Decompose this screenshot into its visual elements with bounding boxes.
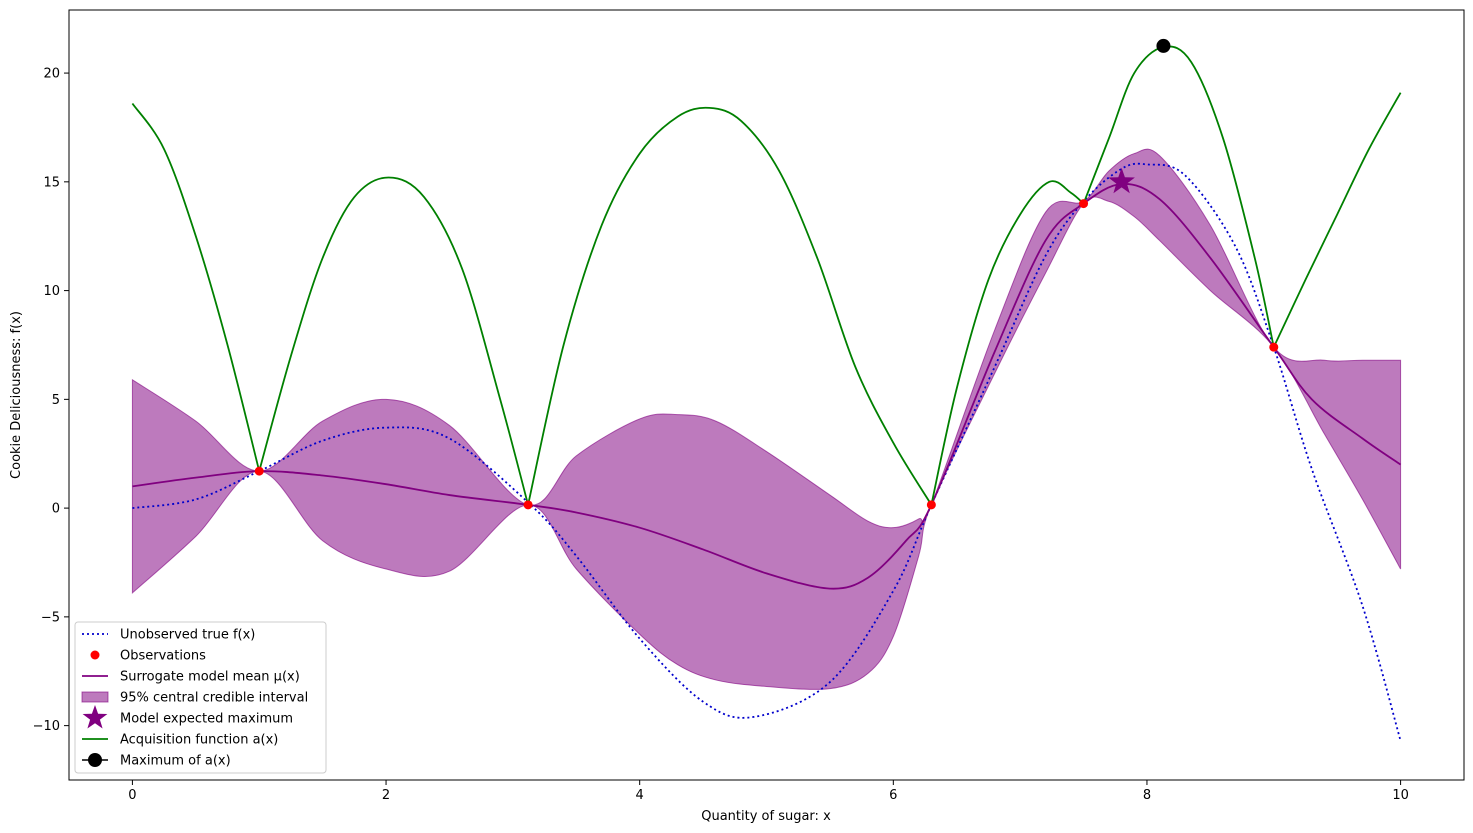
x-tick-label: 10 xyxy=(1392,788,1409,803)
expected-maximum-star xyxy=(1108,167,1135,194)
y-tick-label: −10 xyxy=(33,719,60,734)
x-tick-label: 2 xyxy=(382,788,390,803)
observation-point xyxy=(523,500,533,510)
legend: Unobserved true f(x) Observations Surrogat… xyxy=(74,621,327,774)
credible-interval-band xyxy=(131,148,1402,690)
legend-swatch xyxy=(82,705,108,729)
y-tick-label: 15 xyxy=(43,175,60,190)
y-tick-label: 0 xyxy=(52,502,60,517)
legend-label: Unobserved true f(x) xyxy=(120,628,255,643)
legend-entry-true-f: Unobserved true f(x) xyxy=(82,628,255,643)
x-tick-label: 0 xyxy=(128,788,136,803)
observation-point xyxy=(254,466,264,476)
legend-label: Surrogate model mean μ(x) xyxy=(120,670,300,685)
legend-label: Acquisition function a(x) xyxy=(120,733,278,748)
observation-point xyxy=(1079,199,1089,209)
legend-entry-observations: Observations xyxy=(90,649,206,664)
legend-entry-expected-max: Model expected maximum xyxy=(82,705,293,729)
y-tick-label: −5 xyxy=(41,610,60,625)
legend-entry-interval: 95% central credible interval xyxy=(81,691,308,706)
acquisition-line xyxy=(131,45,1402,506)
y-tick-label: 10 xyxy=(43,284,60,299)
legend-swatch xyxy=(88,753,102,767)
plot-frame xyxy=(68,9,1465,781)
true-function-line xyxy=(132,162,1402,742)
legend-box xyxy=(74,621,327,774)
legend-label: Observations xyxy=(120,649,206,664)
legend-entry-acq-max: Maximum of a(x) xyxy=(82,753,231,769)
observation-point xyxy=(926,500,936,510)
x-tick-label: 8 xyxy=(1143,788,1151,803)
acquisition-maximum-point xyxy=(1156,38,1171,53)
x-tick-label: 6 xyxy=(889,788,897,803)
x-axis-label: Quantity of sugar: x xyxy=(701,809,831,824)
y-tick-label: 20 xyxy=(43,67,60,82)
surrogate-mean-line xyxy=(132,183,1402,590)
x-tick-label: 4 xyxy=(636,788,644,803)
axis-ticks: 0 2 4 6 8 10 −10 −5 0 5 10 15 20 xyxy=(33,67,1409,803)
legend-label: Model expected maximum xyxy=(120,712,293,727)
legend-entry-mean: Surrogate model mean μ(x) xyxy=(82,670,300,685)
legend-label: Maximum of a(x) xyxy=(120,754,231,769)
plot-area xyxy=(131,38,1402,742)
legend-swatch xyxy=(90,650,100,660)
y-tick-label: 5 xyxy=(52,393,60,408)
legend-entry-acquisition: Acquisition function a(x) xyxy=(82,733,278,748)
y-axis-label: Cookie Deliciousness: f(x) xyxy=(9,311,24,479)
legend-label: 95% central credible interval xyxy=(120,691,308,706)
legend-swatch xyxy=(81,691,109,703)
observation-point xyxy=(1269,342,1279,352)
